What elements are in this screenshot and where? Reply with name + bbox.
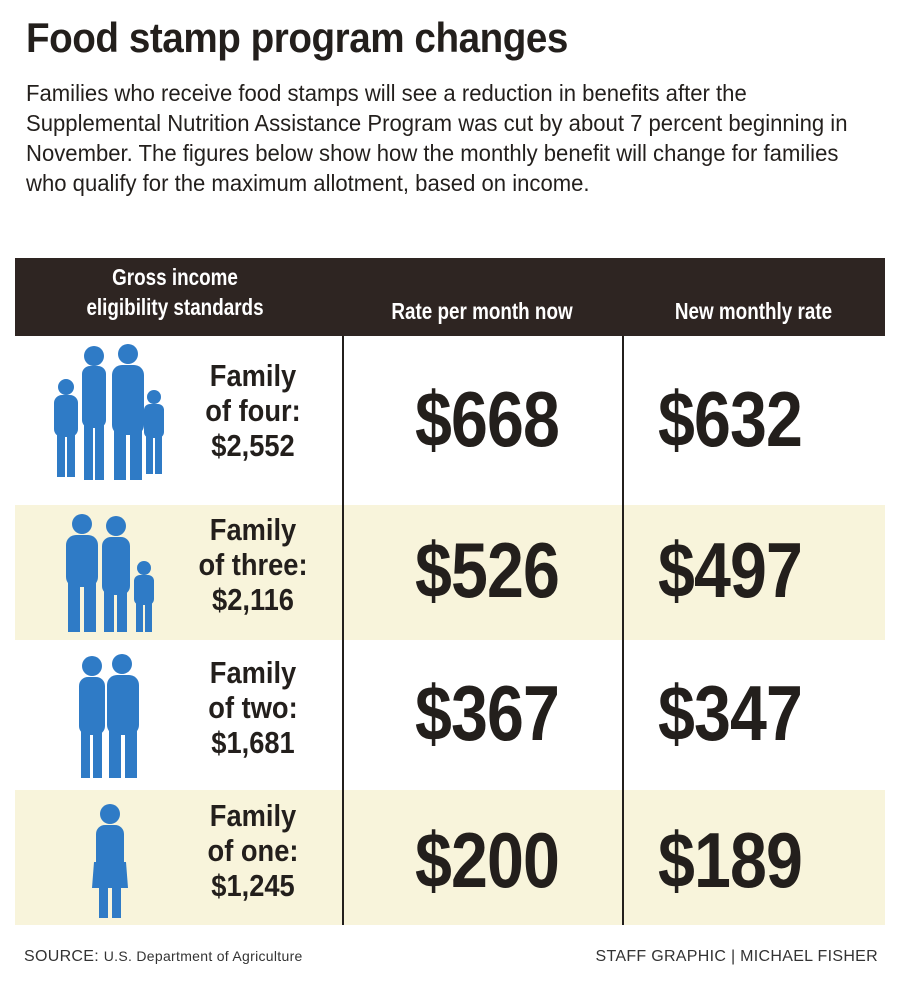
family-label-line2: of two: (208, 690, 298, 725)
intro-text: Families who receive food stamps will se… (26, 80, 848, 196)
header-income: Gross income eligibility standards (60, 262, 290, 322)
family-label-line1: Family (209, 798, 297, 833)
family-label: Family of three: $2,116 (196, 512, 310, 617)
rate-now: $668 (414, 375, 560, 463)
rate-now: $200 (414, 816, 560, 904)
family-of-two-icon (79, 654, 139, 778)
table-row (15, 505, 885, 640)
header-income-line2: eligibility standards (86, 294, 264, 320)
income-threshold: $2,552 (211, 428, 295, 463)
source-label: SOURCE: (24, 948, 99, 965)
table-header: Gross income eligibility standards Rate … (15, 258, 885, 336)
new-rate: $497 (657, 526, 803, 614)
new-rate: $632 (657, 375, 803, 463)
source-text: U.S. Department of Agriculture (103, 948, 303, 964)
column-divider (342, 336, 344, 925)
column-divider (622, 336, 624, 925)
family-label: Family of one: $1,245 (196, 798, 310, 903)
family-label-line2: of three: (198, 547, 308, 582)
header-income-line1: Gross income (112, 264, 238, 290)
table-row (15, 790, 885, 925)
header-rate-now: Rate per month now (391, 298, 573, 324)
family-label: Family of two: $1,681 (196, 655, 310, 760)
new-rate: $189 (657, 816, 803, 904)
header-new-rate: New monthly rate (674, 298, 833, 324)
family-label-line1: Family (209, 655, 297, 690)
new-rate: $347 (657, 669, 803, 757)
family-label-line2: of four: (205, 393, 301, 428)
family-label: Family of four: $2,552 (196, 358, 310, 463)
family-label-line1: Family (209, 358, 297, 393)
rate-now: $367 (414, 669, 560, 757)
credit: STAFF GRAPHIC | MICHAEL FISHER (595, 948, 878, 965)
family-label-line2: of one: (207, 833, 299, 868)
page-title: Food stamp program changes (26, 14, 568, 61)
family-label-line1: Family (209, 512, 297, 547)
rate-now: $526 (414, 526, 560, 614)
family-of-four-icon (54, 344, 164, 480)
income-threshold: $1,681 (211, 725, 295, 760)
source-note: SOURCE: U.S. Department of Agriculture (24, 948, 303, 966)
family-of-three-icon (66, 514, 154, 632)
income-threshold: $2,116 (212, 582, 294, 617)
person-icon (92, 804, 128, 918)
income-threshold: $1,245 (211, 868, 295, 903)
